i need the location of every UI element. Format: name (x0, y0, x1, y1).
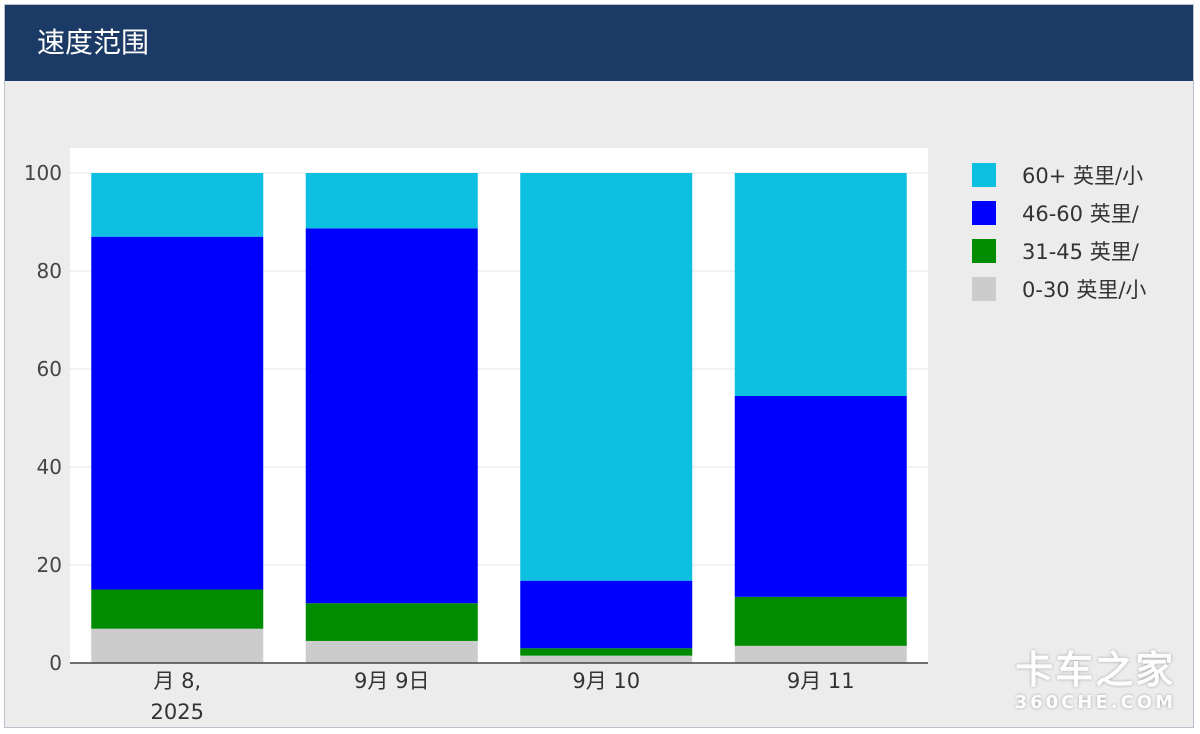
y-tick-label: 0 (49, 651, 62, 675)
watermark-bottom-text: 360CHE.COM (1014, 692, 1176, 713)
x-tick-label: 9月 9日 (354, 669, 429, 693)
legend-swatch (972, 201, 996, 225)
y-tick-label: 60 (37, 357, 62, 381)
legend-swatch (972, 163, 996, 187)
legend-label: 0-30 英里/小 (1022, 278, 1146, 302)
bar-segment (520, 173, 693, 581)
bar-segment (734, 173, 907, 396)
y-tick-label: 40 (37, 455, 62, 479)
bar-segment (305, 603, 478, 641)
bar-segment (734, 645, 907, 663)
bar-segment (734, 395, 907, 597)
x-tick-label: 9月 11 (787, 669, 855, 693)
bar-segment (520, 655, 693, 663)
bar-segment (91, 173, 264, 237)
legend-swatch (972, 277, 996, 301)
y-tick-label: 80 (37, 259, 62, 283)
watermark-top-text: 卡车之家 (1015, 648, 1176, 692)
legend-label: 31-45 英里/ (1022, 240, 1140, 264)
panel-title: 速度范围 (37, 26, 150, 59)
legend-label: 60+ 英里/小 (1022, 164, 1143, 188)
bar-segment (305, 640, 478, 663)
bar-segment (91, 236, 264, 590)
y-tick-label: 20 (37, 553, 62, 577)
bar-segment (91, 589, 264, 629)
legend-swatch (972, 239, 996, 263)
bar-segment (520, 580, 693, 649)
legend-label: 46-60 英里/ (1022, 202, 1140, 226)
watermark-logo: 卡车之家 360CHE.COM (1015, 648, 1176, 714)
x-tick-label: 月 8, 2025 (151, 669, 204, 724)
panel-header: 速度范围 (5, 5, 1193, 81)
y-tick-label: 100 (24, 161, 62, 185)
bar-segment (305, 228, 478, 604)
bar-segment (91, 628, 264, 663)
bar-segment (520, 648, 693, 656)
bar-segment (305, 173, 478, 229)
x-tick-label: 9月 10 (572, 669, 640, 693)
bar-segment (734, 596, 907, 646)
